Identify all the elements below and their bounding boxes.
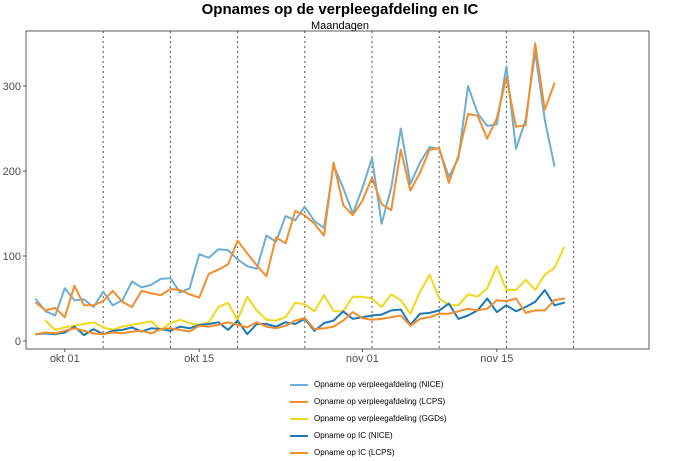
legend-label: Opname op verpleegafdeling (LCPS) [314, 397, 446, 406]
x-tick-label: nov 15 [480, 353, 513, 365]
legend-swatch [290, 434, 308, 437]
x-tick-label: okt 01 [50, 353, 80, 365]
legend-label: Opname op verpleegafdeling (NICE) [314, 380, 444, 389]
legend-item: Opname op verpleegafdeling (LCPS) [290, 393, 447, 410]
chart-title: Opnames op de verpleegafdeling en IC [201, 1, 479, 18]
series-line-1 [35, 51, 556, 317]
legend-swatch [290, 383, 308, 386]
legend-item: Opname op verpleegafdeling (NICE) [290, 376, 447, 393]
series-line-4 [35, 289, 565, 337]
legend-swatch [290, 400, 308, 403]
legend-label: Opname op IC (NICE) [314, 431, 393, 440]
x-tick-label: okt 15 [184, 353, 214, 365]
chart-subtitle: Maandagen [310, 20, 370, 32]
legend-label: Opname op verpleegafdeling (GGDs) [314, 414, 447, 423]
series-line-2 [35, 42, 556, 319]
legend-item: Opname op IC (NICE) [290, 427, 447, 444]
y-tick-label: 200 [3, 166, 21, 178]
chart-canvas: 0 100 200 300 okt 01 okt 15 nov 01 nov 15 [3, 30, 650, 365]
y-tick-label: 100 [3, 251, 21, 263]
series-line-3 [44, 246, 565, 331]
chart-legend: Opname op verpleegafdeling (NICE) Opname … [290, 376, 447, 461]
legend-swatch [290, 417, 308, 420]
series-line-5 [35, 297, 565, 336]
x-tick-label: nov 01 [346, 353, 379, 365]
y-tick-label: 0 [15, 336, 21, 348]
y-tick-label: 300 [3, 81, 21, 93]
legend-item: Opname op verpleegafdeling (GGDs) [290, 410, 447, 427]
plot-panel-border [25, 30, 650, 350]
